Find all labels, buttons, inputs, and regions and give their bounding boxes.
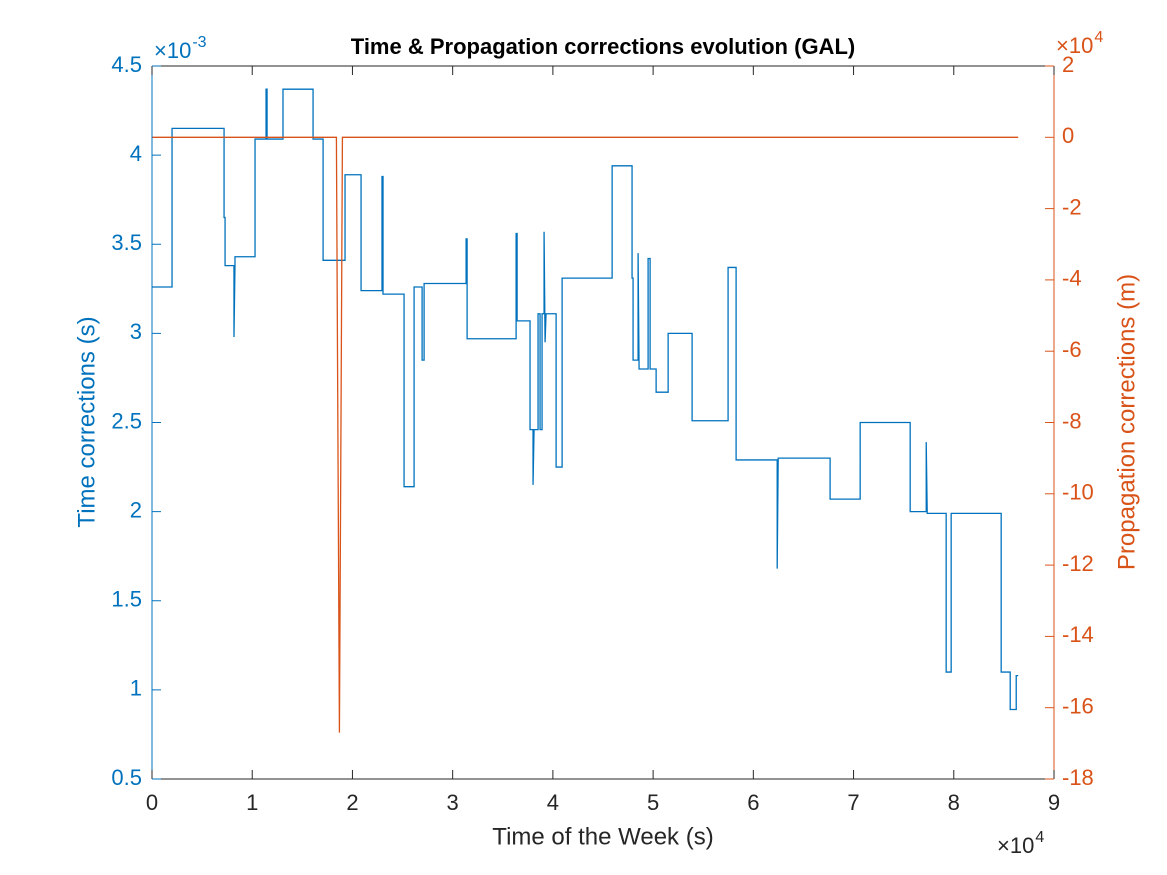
x-tick-label: 5 [647,790,659,815]
x-tick-label: 8 [948,790,960,815]
y-tick-label: 3.5 [111,230,142,255]
y-axis-label: Time corrections (s) [73,316,100,527]
y2-exponent-base: ×10 [1056,33,1093,58]
y2-tick-label: -10 [1062,480,1094,505]
y-exponent-power: -3 [192,34,206,51]
x-tick-label: 3 [447,790,459,815]
y2-tick-label: -12 [1062,551,1094,576]
x-tick-label: 7 [847,790,859,815]
y-tick-label: 2 [130,497,142,522]
y-exponent-base: ×10 [154,38,191,63]
x-tick-label: 2 [346,790,358,815]
y-tick-label: 1 [130,676,142,701]
x-tick-label: 1 [246,790,258,815]
y2-exponent-power: 4 [1094,29,1103,46]
y2-tick-label: -2 [1062,194,1082,219]
y-tick-label: 1.5 [111,587,142,612]
y-tick-label: 3 [130,319,142,344]
y2-tick-label: 0 [1062,123,1074,148]
y-tick-label: 2.5 [111,408,142,433]
y-tick-label: 4 [130,141,142,166]
x-tick-label: 0 [146,790,158,815]
y2-axis-label: Propagation corrections (m) [1113,274,1140,570]
x-tick-label: 6 [747,790,759,815]
chart-title: Time & Propagation corrections evolution… [351,34,855,59]
y2-tick-label: -8 [1062,408,1082,433]
y2-tick-label: 2 [1062,52,1074,77]
y2-tick-label: -6 [1062,337,1082,362]
y-tick-label: 4.5 [111,52,142,77]
y2-tick-label: -18 [1062,765,1094,790]
y2-tick-label: -14 [1062,622,1094,647]
y2-tick-label: -16 [1062,694,1094,719]
x-axis-label: Time of the Week (s) [492,823,713,850]
y-tick-label: 0.5 [111,765,142,790]
data-line [152,88,1019,711]
x-tick-label: 4 [547,790,559,815]
x-exponent-power: 4 [1035,829,1044,846]
x-tick-label: 9 [1048,790,1060,815]
data-line [152,136,1019,733]
x-exponent-base: ×10 [997,833,1034,858]
y2-tick-label: -4 [1062,266,1082,291]
